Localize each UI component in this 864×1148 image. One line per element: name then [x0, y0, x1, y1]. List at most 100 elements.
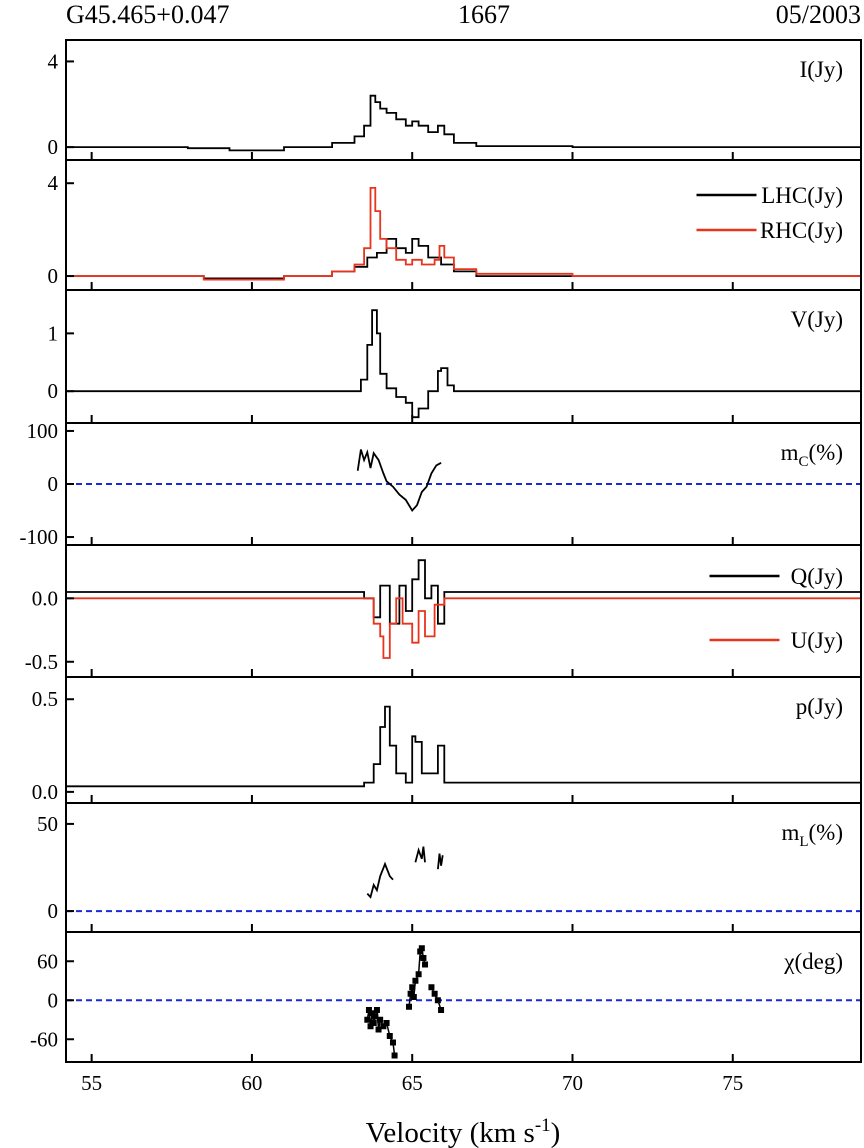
- panel-frame: [65, 931, 862, 1063]
- y-tick-label: 1: [48, 321, 59, 345]
- header-center: 1667: [458, 0, 510, 29]
- header-left: G45.465+0.047: [66, 0, 229, 29]
- x-axis-title: Velocity (km s-1): [366, 1115, 561, 1148]
- x-tick-label: 70: [562, 1071, 583, 1095]
- y-tick-label: 0.0: [32, 780, 58, 804]
- panel-label: V(Jy): [791, 307, 843, 332]
- panel-LR: 0 4 LHC(Jy) RHC(Jy): [48, 159, 862, 291]
- marker-chi-0-3: [369, 1010, 376, 1017]
- marker-chi-1-7: [418, 945, 425, 952]
- series-group-QU: [66, 559, 861, 659]
- x-tick-label: 55: [81, 1071, 102, 1095]
- marker-chi-0-1: [365, 1007, 372, 1013]
- panel-chi: -60 0 60 χ(deg): [30, 931, 862, 1063]
- series-V-0: [66, 309, 861, 419]
- series-group-mL: [366, 846, 444, 899]
- y-tick-label: 0.0: [32, 586, 58, 610]
- marker-chi-1-8: [420, 955, 427, 961]
- series-group-mC: [356, 449, 442, 513]
- series-p-0: [66, 705, 861, 788]
- series-chi-0-seg-2: [430, 986, 442, 1011]
- marker-chi-1-9: [422, 961, 429, 968]
- panel-mL: 0 50 mL(%): [37, 802, 862, 933]
- series-LR-1: [66, 187, 861, 281]
- legend-label: LHC(Jy): [761, 183, 843, 208]
- x-axis: 55 60 65 70 75: [81, 1071, 743, 1095]
- panel-label: mC(%): [781, 440, 843, 470]
- y-tick-label: 0.5: [32, 687, 58, 711]
- series-group-V: [66, 309, 861, 419]
- marker-chi-2-3: [438, 1007, 445, 1013]
- y-tick-label: 50: [37, 812, 58, 836]
- marker-chi-0-0: [364, 1016, 371, 1023]
- y-tick-label: -60: [30, 1027, 58, 1051]
- series-mL-0-seg-1: [414, 846, 426, 863]
- marker-chi-2-1: [431, 990, 438, 997]
- panel-frame: [65, 676, 862, 804]
- panel-label: p(Jy): [796, 694, 843, 719]
- y-tick-label: 0: [48, 988, 59, 1012]
- marker-chi-0-8: [377, 1016, 384, 1023]
- series-QU-0: [66, 559, 861, 625]
- marker-chi-0-11: [386, 1033, 393, 1039]
- panel-mC: -100 0 100 mC(%): [20, 419, 862, 549]
- legend-label: Q(Jy): [791, 564, 843, 589]
- panel-QU: -0.5 0.0 Q(Jy) U(Jy): [25, 544, 862, 678]
- y-tick-label: -0.5: [25, 650, 58, 674]
- header-right: 05/2003: [776, 0, 861, 29]
- y-tick-label: 0: [48, 472, 59, 496]
- marker-chi-0-5: [372, 1013, 379, 1020]
- panel-label: mL(%): [781, 820, 843, 850]
- series-group-chi: [364, 945, 445, 1059]
- panel-I: 0 4 I(Jy): [48, 39, 862, 161]
- y-tick-label: 4: [48, 171, 59, 195]
- y-tick-label: 100: [27, 419, 59, 443]
- marker-chi-2-2: [434, 997, 441, 1004]
- legend-label: RHC(Jy): [760, 218, 843, 243]
- legend-label: U(Jy): [791, 628, 843, 653]
- y-tick-label: 0: [48, 264, 59, 288]
- series-mL-0-seg-2: [437, 853, 444, 870]
- marker-chi-1-2: [409, 984, 416, 991]
- series-group-I: [66, 94, 861, 152]
- y-tick-label: 4: [48, 49, 59, 73]
- series-mC-0: [356, 449, 442, 513]
- panel-label: χ(deg): [783, 949, 843, 974]
- series-LR-0: [66, 238, 861, 280]
- panels-group: 0 4 I(Jy) 0 4 LHC(Jy) RHC(Jy) 0 1 V(Jy) -100 0 100 mC…: [20, 39, 862, 1063]
- y-tick-label: 0: [48, 899, 59, 923]
- series-I-0: [66, 94, 861, 152]
- panel-V: 0 1 V(Jy): [48, 289, 862, 424]
- marker-chi-1-1: [407, 990, 414, 997]
- series-group-LR: [66, 187, 861, 281]
- marker-chi-2-0: [428, 984, 435, 991]
- panel-frame: [65, 289, 862, 424]
- marker-chi-1-3: [410, 994, 417, 1000]
- marker-chi-0-10: [383, 1020, 390, 1026]
- marker-chi-1-5: [415, 971, 422, 978]
- y-tick-label: 60: [37, 949, 58, 973]
- x-tick-label: 65: [402, 1071, 423, 1095]
- marker-chi-0-13: [391, 1052, 398, 1059]
- y-tick-label: -100: [20, 525, 59, 549]
- panel-label: I(Jy): [800, 57, 843, 82]
- series-group-p: [66, 705, 861, 788]
- panel-frame: [65, 544, 862, 678]
- series-mL-0-seg-0: [366, 861, 394, 899]
- x-tick-label: 75: [722, 1071, 743, 1095]
- y-tick-label: 0: [48, 135, 59, 159]
- marker-chi-0-12: [389, 1039, 396, 1046]
- marker-chi-0-2: [367, 1023, 374, 1030]
- series-QU-1: [66, 597, 861, 659]
- marker-chi-0-6: [373, 1007, 380, 1013]
- panel-p: 0.0 0.5 p(Jy): [32, 676, 862, 804]
- marker-chi-0-4: [370, 1020, 377, 1026]
- marker-chi-1-0: [406, 1003, 413, 1010]
- marker-chi-0-7: [375, 1026, 382, 1033]
- marker-chi-0-9: [380, 1023, 387, 1030]
- marker-chi-1-4: [412, 977, 419, 984]
- x-tick-label: 60: [241, 1071, 262, 1095]
- marker-chi-1-6: [417, 948, 424, 955]
- panel-frame: [65, 802, 862, 933]
